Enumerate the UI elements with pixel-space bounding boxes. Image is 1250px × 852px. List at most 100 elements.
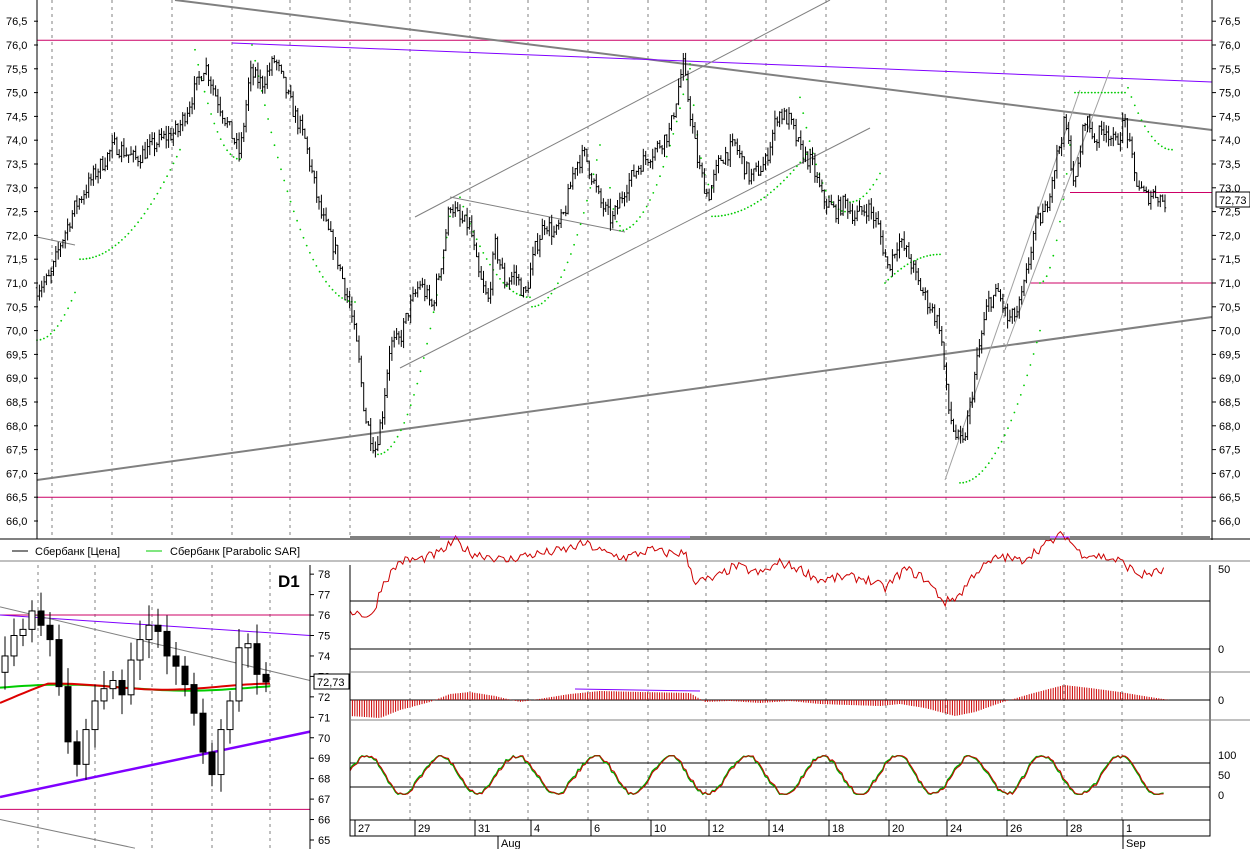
sar-point: [194, 48, 196, 51]
sar-point: [226, 149, 229, 152]
sar-point: [1084, 91, 1086, 94]
sar-point: [383, 451, 386, 454]
sar-point: [662, 165, 665, 168]
left-price-label: 66,5: [6, 492, 27, 504]
sar-point: [707, 183, 710, 186]
stoch-d-line: [349, 755, 1164, 795]
stochastic-panel[interactable]: [349, 754, 1210, 796]
trend-line: [414, 0, 831, 218]
sar-point: [286, 190, 289, 193]
trend-lines[interactable]: [36, 0, 1213, 481]
rsi-line: [349, 530, 1165, 618]
sar-point: [675, 120, 678, 123]
mini-tick-label: 77: [318, 590, 330, 602]
indicator-panels[interactable]: 50 0 0 100 50 0: [349, 530, 1250, 836]
sar-point: [495, 273, 498, 276]
sar-point: [70, 299, 73, 302]
mini-tick-label: 71: [318, 712, 330, 724]
macd-panel[interactable]: [349, 685, 1210, 718]
sar-point: [341, 297, 343, 299]
sar-point: [117, 241, 120, 244]
sar-point: [53, 329, 56, 332]
sar-point: [515, 292, 518, 295]
sar-point: [971, 478, 974, 480]
sar-point: [422, 357, 425, 359]
price-tick-label: 67,0: [1219, 468, 1240, 480]
sar-point: [802, 112, 805, 114]
sar-point: [1016, 403, 1019, 405]
sar-point: [328, 285, 331, 287]
time-axis-labels: 27 29 31 4 6 10 12 14 18 20 24 26 28 1 Aug Sep: [354, 820, 1146, 850]
main-price-axis[interactable]: 66,0 66,5 67,0 67,5 68,0 68,5 69,0 69,5 70,0 70,5…: [6, 0, 1240, 539]
sar-point: [865, 192, 868, 195]
sar-point: [652, 192, 655, 194]
main-chart[interactable]: 66,0 66,5 67,0 67,5 68,0 68,5 69,0 69,5 70,0 70,5…: [0, 0, 1250, 540]
sar-point: [689, 63, 691, 65]
sar-point: [1100, 91, 1103, 94]
sar-point: [305, 244, 308, 247]
sar-point: [919, 257, 922, 259]
mini-candle-body: [190, 684, 198, 714]
horizontal-levels[interactable]: [37, 39, 1212, 498]
sar-point: [734, 211, 736, 214]
sar-point: [163, 181, 165, 184]
sar-point: [595, 159, 598, 161]
sar-point: [763, 196, 766, 199]
price-tick-label: 69,5: [1219, 349, 1240, 361]
sar-point: [1077, 91, 1080, 94]
sar-point: [887, 278, 890, 281]
sar-point: [449, 215, 451, 218]
time-axis[interactable]: 27 29 31 4 6 10 12 14 18 20 24 26 28 1 Aug Sep: [349, 819, 1211, 850]
sar-point: [338, 294, 340, 297]
sar-point: [416, 382, 419, 385]
sar-point: [769, 191, 772, 194]
sar-point: [766, 194, 769, 196]
sar-point: [792, 169, 795, 172]
sar-point: [1114, 91, 1116, 94]
sar-point: [799, 96, 801, 99]
sar-point: [1074, 91, 1076, 94]
sar-point: [1154, 139, 1156, 142]
sar-point: [216, 131, 219, 133]
mini-candle-body: [82, 729, 90, 765]
sar-point: [981, 470, 984, 472]
sar-point: [292, 210, 295, 213]
sar-point: [264, 104, 266, 107]
sar-point: [730, 212, 733, 215]
mini-ma-red: [0, 682, 271, 704]
sar-point: [537, 304, 540, 307]
sar-point: [906, 263, 909, 266]
timeframe-label: D1: [278, 572, 300, 591]
mini-candle-body: [262, 673, 270, 683]
mini-candle-body: [136, 639, 144, 661]
mini-candle-body: [163, 630, 171, 657]
mini-tick-label: 67: [318, 794, 330, 806]
sar-point: [166, 175, 169, 178]
mini-candle-body: [181, 665, 189, 686]
mini-tick-label: 76: [318, 610, 330, 622]
sar-point: [1003, 434, 1006, 437]
price-tick-label: 75,0: [1219, 88, 1240, 100]
rsi-panel[interactable]: [349, 530, 1210, 650]
mini-chart[interactable]: D1 6566676869707172737475767778 72,73: [0, 565, 350, 849]
price-tick-label: 75,5: [1219, 64, 1240, 76]
time-tick-label: 24: [950, 823, 962, 835]
sar-point: [750, 204, 753, 207]
mini-candle-body: [55, 639, 63, 688]
sar-point: [922, 256, 925, 258]
sar-point: [124, 236, 127, 238]
sar-point: [482, 252, 485, 254]
sar-point: [553, 287, 556, 290]
sar-point: [1039, 282, 1041, 284]
sar-point: [127, 232, 130, 235]
sar-point: [893, 272, 896, 275]
sar-point: [146, 208, 149, 210]
price-tick-label: 73,5: [1219, 159, 1240, 171]
sar-point: [79, 258, 81, 261]
sar-point: [1026, 374, 1029, 377]
sar-point: [799, 161, 802, 164]
main-grid: [51, 0, 1183, 539]
sar-point: [479, 245, 481, 248]
price-tick-label: 72,5: [1219, 207, 1240, 219]
